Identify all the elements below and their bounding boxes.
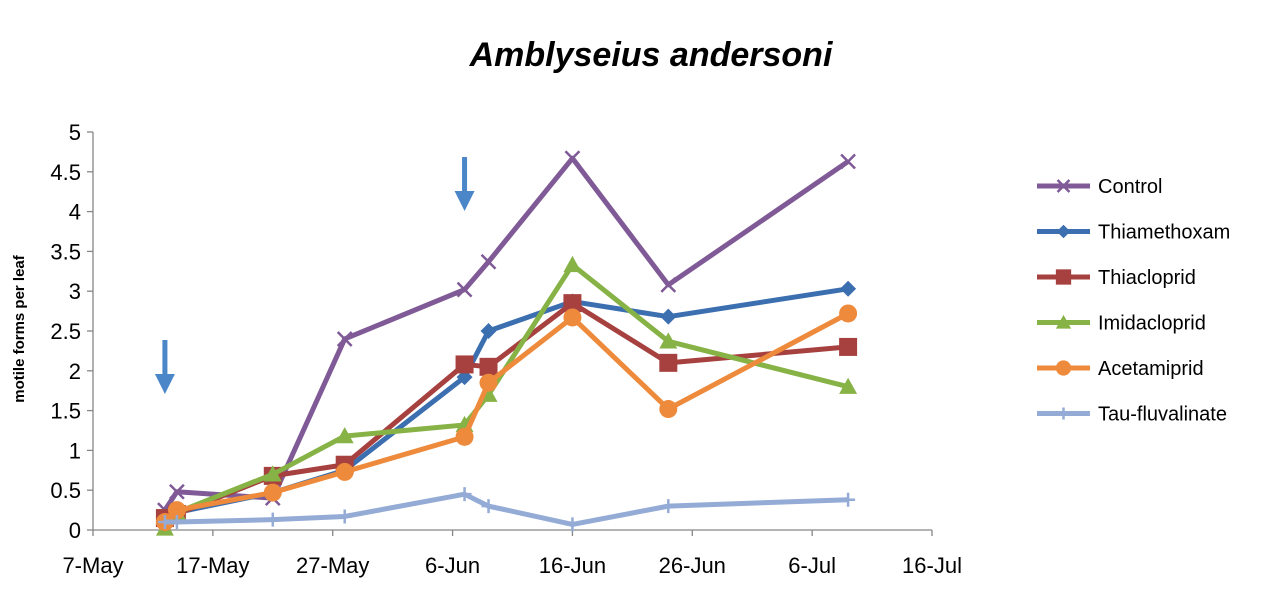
data-point-control [564, 150, 581, 167]
data-point-acetamiprid [455, 427, 474, 446]
data-point-control [480, 253, 497, 270]
legend-label: Thiamethoxam [1098, 222, 1230, 244]
data-point-tau-fluvalinate [457, 487, 472, 502]
data-point-acetamiprid [563, 308, 582, 327]
data-point-imidacloprid [839, 377, 858, 394]
legend-item-thiamethoxam: Thiamethoxam [1037, 222, 1230, 244]
series-thiacloprid [155, 294, 858, 528]
data-point-imidacloprid [563, 255, 582, 273]
series-imidacloprid [155, 255, 858, 536]
legend-marker [1055, 314, 1072, 329]
data-point-acetamiprid [167, 501, 186, 520]
data-point-imidacloprid [263, 465, 282, 482]
annotation-arrows [154, 157, 475, 394]
y-tick-label: 0.5 [50, 478, 81, 503]
legend-marker [1055, 269, 1072, 285]
legend-label: Imidacloprid [1098, 313, 1206, 335]
data-point-control [840, 153, 856, 170]
legend-marker [1055, 360, 1072, 376]
legend-label: Tau-fluvalinate [1098, 404, 1227, 426]
series-thiamethoxam [156, 280, 857, 525]
legend-item-control: Control [1037, 176, 1162, 198]
series-line-control [162, 155, 850, 512]
y-tick-label: 3.5 [50, 239, 81, 264]
data-point-imidacloprid [659, 332, 678, 349]
data-point-tau-fluvalinate [481, 499, 496, 514]
chart-title: Amblyseius andersoni [469, 36, 834, 74]
data-point-thiamethoxam [840, 280, 857, 297]
legend-item-acetamiprid: Acetamiprid [1037, 358, 1204, 380]
data-point-acetamiprid [479, 373, 498, 392]
y-tick-label: 2 [69, 359, 81, 384]
series-control [157, 150, 856, 518]
y-tick-label: 4.5 [50, 160, 81, 185]
series-layer [155, 150, 858, 536]
legend-label: Acetamiprid [1098, 358, 1204, 380]
data-point-thiacloprid [455, 355, 474, 374]
x-tick-label: 27-May [296, 553, 369, 578]
legend-item-tau-fluvalinate: Tau-fluvalinate [1037, 404, 1227, 426]
data-point-acetamiprid [659, 400, 678, 419]
axes: 0 0.5 1 1.5 2 2.5 3 3.5 4 4.5 5 7-May 17-May 27-May 6-… [50, 120, 962, 578]
x-tick-label: 7-May [62, 553, 123, 578]
y-tick-label: 1 [69, 438, 81, 463]
y-axis-label: motile forms per leaf [11, 254, 28, 403]
x-tick-label: 16-Jun [539, 553, 606, 578]
series-acetamiprid [155, 304, 858, 532]
data-point-thiamethoxam [480, 323, 497, 339]
data-point-thiamethoxam [660, 308, 677, 325]
data-point-control [660, 276, 677, 293]
data-point-tau-fluvalinate [337, 509, 352, 524]
legend-marker [1056, 224, 1071, 239]
legend-marker [1056, 179, 1071, 193]
data-point-tau-fluvalinate [841, 492, 856, 507]
data-point-tau-fluvalinate [565, 517, 580, 532]
x-tick-label: 6-Jun [425, 553, 480, 578]
data-point-control [456, 281, 473, 298]
legend-marker [1057, 407, 1070, 420]
data-point-acetamiprid [839, 304, 858, 323]
x-tick-label: 6-Jul [788, 553, 836, 578]
x-tick-label: 16-Jul [902, 553, 962, 578]
data-point-tau-fluvalinate [661, 499, 676, 514]
legend-label: Control [1098, 176, 1162, 198]
legend: Control Thiamethoxam Thiacloprid Imidaclopr… [1037, 176, 1230, 426]
data-point-control [169, 483, 185, 500]
x-tick-label: 17-May [176, 553, 249, 578]
data-point-control [336, 331, 353, 347]
legend-item-thiacloprid: Thiacloprid [1037, 267, 1196, 289]
data-point-thiacloprid [479, 357, 498, 376]
y-tick-label: 2.5 [50, 319, 81, 344]
y-tick-label: 3 [69, 279, 81, 304]
data-point-acetamiprid [263, 483, 282, 502]
data-point-tau-fluvalinate [265, 512, 280, 527]
data-point-thiacloprid [659, 353, 678, 372]
x-tick-label: 26-Jun [659, 553, 726, 578]
legend-item-imidacloprid: Imidacloprid [1037, 313, 1206, 335]
y-tick-label: 4 [69, 200, 81, 225]
data-point-tau-fluvalinate [169, 515, 184, 530]
data-point-thiacloprid [563, 294, 582, 313]
data-point-imidacloprid [335, 427, 354, 444]
y-tick-label: 5 [69, 120, 81, 145]
legend-label: Thiacloprid [1098, 267, 1196, 289]
y-tick-label: 1.5 [50, 399, 81, 424]
series-tau-fluvalinate [157, 487, 856, 532]
data-point-acetamiprid [335, 462, 354, 481]
y-tick-label: 0 [69, 518, 81, 543]
data-point-tau-fluvalinate [157, 515, 172, 530]
data-point-thiacloprid [839, 337, 858, 356]
